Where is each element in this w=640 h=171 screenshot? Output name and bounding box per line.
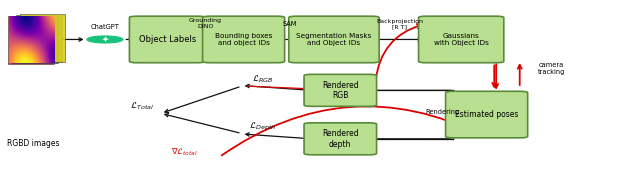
FancyBboxPatch shape: [203, 16, 285, 63]
FancyBboxPatch shape: [304, 74, 376, 106]
Text: Rendered
depth: Rendered depth: [322, 129, 358, 148]
Text: $\nabla\mathcal{L}_{total}$: $\nabla\mathcal{L}_{total}$: [171, 146, 198, 158]
FancyBboxPatch shape: [16, 15, 61, 62]
Text: Gaussians
with Object IDs: Gaussians with Object IDs: [434, 33, 488, 46]
FancyBboxPatch shape: [129, 16, 205, 63]
Text: $\mathcal{L}_{Depth}$: $\mathcal{L}_{Depth}$: [249, 121, 276, 133]
Circle shape: [87, 36, 123, 43]
Text: Segmentation Masks
and Object IDs: Segmentation Masks and Object IDs: [296, 33, 372, 46]
FancyBboxPatch shape: [419, 16, 504, 63]
Text: Object Labels: Object Labels: [139, 35, 196, 44]
FancyBboxPatch shape: [8, 16, 54, 64]
FancyBboxPatch shape: [445, 91, 527, 138]
Text: Rendered
RGB: Rendered RGB: [322, 81, 358, 100]
Text: Estimated poses: Estimated poses: [455, 110, 518, 119]
Text: camera
tracking: camera tracking: [538, 62, 565, 75]
FancyBboxPatch shape: [289, 16, 379, 63]
Text: Backprojection
[R T]: Backprojection [R T]: [376, 19, 423, 30]
FancyBboxPatch shape: [304, 123, 376, 155]
Text: ChatGPT: ChatGPT: [90, 24, 120, 30]
Text: SAM: SAM: [282, 21, 296, 27]
Text: Rendering: Rendering: [425, 109, 459, 115]
Text: $\mathcal{L}_{RGB}$: $\mathcal{L}_{RGB}$: [252, 73, 273, 85]
Text: $\mathcal{L}_{Total}$: $\mathcal{L}_{Total}$: [131, 100, 154, 111]
Text: RGBD images: RGBD images: [8, 139, 60, 148]
Text: Grounding
DINO: Grounding DINO: [189, 18, 222, 29]
FancyBboxPatch shape: [12, 16, 58, 63]
Text: Bounding boxes
and object IDs: Bounding boxes and object IDs: [215, 33, 273, 46]
Text: ✦: ✦: [101, 35, 108, 44]
FancyBboxPatch shape: [20, 14, 65, 62]
